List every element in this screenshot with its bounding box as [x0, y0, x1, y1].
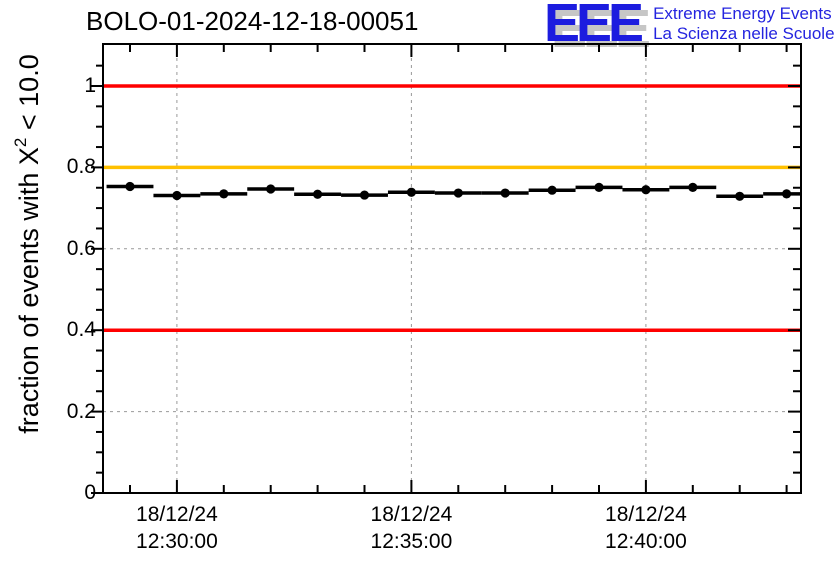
data-point [125, 181, 135, 192]
data-point [500, 188, 510, 198]
y-tick-label: 0.4 [66, 318, 96, 342]
data-point [453, 188, 463, 198]
eee-logo-text: Extreme Energy Events La Scienza nelle S… [653, 1, 834, 44]
x-tick-date: 18/12/24 [370, 503, 453, 526]
data-point [641, 185, 651, 195]
eee-logo-line2: La Scienza nelle Scuole [653, 24, 835, 43]
data-point [547, 185, 557, 195]
x-tick-label: 18/12/24 12:40:00 [571, 501, 721, 555]
x-tick-label: 18/12/24 12:35:00 [336, 501, 486, 555]
data-point [688, 182, 698, 192]
x-tick-label: 18/12/24 12:30:00 [102, 501, 252, 555]
x-tick-date: 18/12/24 [136, 503, 218, 526]
plot-frame [102, 43, 802, 494]
data-point [266, 184, 276, 194]
data-point [313, 189, 323, 199]
x-tick-time: 12:30:00 [136, 530, 218, 553]
y-tick-label: 0.8 [66, 155, 96, 179]
data-point [406, 187, 416, 197]
data-point [594, 182, 604, 192]
x-tick-date: 18/12/24 [605, 503, 687, 526]
data-point [735, 191, 745, 201]
data-point [219, 189, 229, 199]
y-tick-label: 0.2 [66, 399, 96, 423]
x-tick-time: 12:35:00 [370, 530, 453, 553]
data-point [359, 190, 370, 200]
eee-logo-acronym: EEE [544, 0, 644, 53]
x-tick-time: 12:40:00 [605, 530, 687, 553]
plot-title: BOLO-01-2024-12-18-00051 [86, 6, 419, 36]
y-tick-label: 0.6 [66, 236, 96, 260]
eee-logo-line1: Extreme Energy Events [653, 4, 832, 23]
data-point [782, 189, 792, 199]
y-tick-label: 1 [84, 74, 96, 97]
data-point [172, 190, 182, 201]
y-tick-label: 0 [84, 481, 96, 504]
eee-logo: EEE Extreme Energy Events La Scienza nel… [544, 0, 835, 53]
